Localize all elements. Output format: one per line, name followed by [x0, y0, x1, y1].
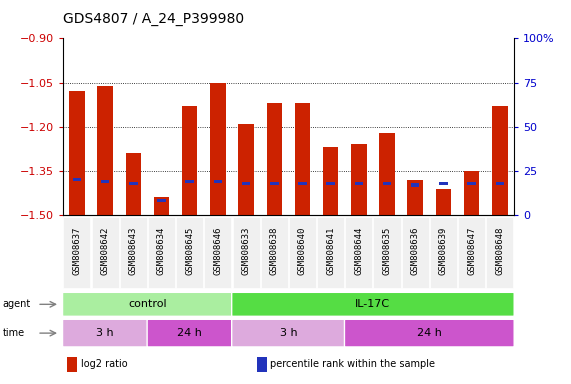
Bar	[101, 180, 110, 183]
Text: GSM808638: GSM808638	[270, 227, 279, 275]
FancyBboxPatch shape	[430, 217, 457, 288]
Bar	[73, 178, 81, 181]
Bar	[411, 184, 420, 187]
Bar	[210, 83, 226, 215]
FancyBboxPatch shape	[232, 217, 260, 288]
Text: percentile rank within the sample: percentile rank within the sample	[270, 359, 435, 369]
Bar	[379, 132, 395, 215]
Text: GSM808641: GSM808641	[326, 227, 335, 275]
Bar	[186, 180, 194, 183]
Bar	[327, 182, 335, 185]
FancyBboxPatch shape	[63, 319, 148, 347]
Text: GSM808647: GSM808647	[467, 227, 476, 275]
Bar	[257, 357, 267, 372]
Text: GSM808636: GSM808636	[411, 227, 420, 275]
Text: GSM808644: GSM808644	[355, 227, 363, 275]
Text: GSM808645: GSM808645	[185, 227, 194, 275]
Text: GSM808646: GSM808646	[214, 227, 222, 275]
Bar	[154, 197, 169, 215]
Bar	[238, 124, 254, 215]
FancyBboxPatch shape	[345, 217, 372, 288]
FancyBboxPatch shape	[232, 292, 514, 316]
Text: agent: agent	[3, 299, 31, 309]
Text: GSM808639: GSM808639	[439, 227, 448, 275]
FancyBboxPatch shape	[91, 217, 119, 288]
Bar	[355, 182, 363, 185]
FancyBboxPatch shape	[148, 217, 175, 288]
Bar	[69, 91, 85, 215]
Text: 3 h: 3 h	[280, 328, 297, 338]
Text: GSM808648: GSM808648	[495, 227, 504, 275]
FancyBboxPatch shape	[458, 217, 485, 288]
Text: GSM808643: GSM808643	[129, 227, 138, 275]
Bar	[242, 182, 250, 185]
FancyBboxPatch shape	[147, 319, 232, 347]
Text: 24 h: 24 h	[417, 328, 442, 338]
Bar	[298, 182, 307, 185]
Bar	[67, 357, 77, 372]
Text: IL-17C: IL-17C	[355, 299, 391, 309]
Bar	[182, 106, 198, 215]
Bar	[129, 182, 138, 185]
Text: 3 h: 3 h	[96, 328, 114, 338]
Text: log2 ratio: log2 ratio	[81, 359, 127, 369]
FancyBboxPatch shape	[289, 217, 316, 288]
Bar	[351, 144, 367, 215]
Text: time: time	[3, 328, 25, 338]
Bar	[323, 147, 339, 215]
FancyBboxPatch shape	[176, 217, 203, 288]
Text: GSM808635: GSM808635	[383, 227, 392, 275]
Bar	[464, 171, 480, 215]
FancyBboxPatch shape	[317, 217, 344, 288]
Bar	[126, 153, 141, 215]
Bar	[97, 86, 113, 215]
Text: control: control	[128, 299, 167, 309]
FancyBboxPatch shape	[120, 217, 147, 288]
Bar	[496, 182, 504, 185]
Text: GDS4807 / A_24_P399980: GDS4807 / A_24_P399980	[63, 12, 244, 25]
FancyBboxPatch shape	[373, 217, 401, 288]
Bar	[383, 182, 391, 185]
Bar	[267, 103, 282, 215]
FancyBboxPatch shape	[204, 217, 231, 288]
Bar	[214, 180, 222, 183]
Bar	[467, 182, 476, 185]
Bar	[492, 106, 508, 215]
Bar	[157, 199, 166, 202]
Bar	[408, 180, 423, 215]
FancyBboxPatch shape	[63, 217, 90, 288]
Text: 24 h: 24 h	[177, 328, 202, 338]
Text: GSM808642: GSM808642	[100, 227, 110, 275]
FancyBboxPatch shape	[63, 292, 232, 316]
FancyBboxPatch shape	[401, 217, 429, 288]
Bar	[295, 103, 310, 215]
Bar	[439, 182, 448, 185]
FancyBboxPatch shape	[486, 217, 513, 288]
FancyBboxPatch shape	[344, 319, 514, 347]
FancyBboxPatch shape	[261, 217, 288, 288]
Text: GSM808633: GSM808633	[242, 227, 251, 275]
Text: GSM808634: GSM808634	[157, 227, 166, 275]
Bar	[436, 189, 451, 215]
FancyBboxPatch shape	[232, 319, 345, 347]
Bar	[270, 182, 279, 185]
Text: GSM808640: GSM808640	[298, 227, 307, 275]
Text: GSM808637: GSM808637	[73, 227, 82, 275]
